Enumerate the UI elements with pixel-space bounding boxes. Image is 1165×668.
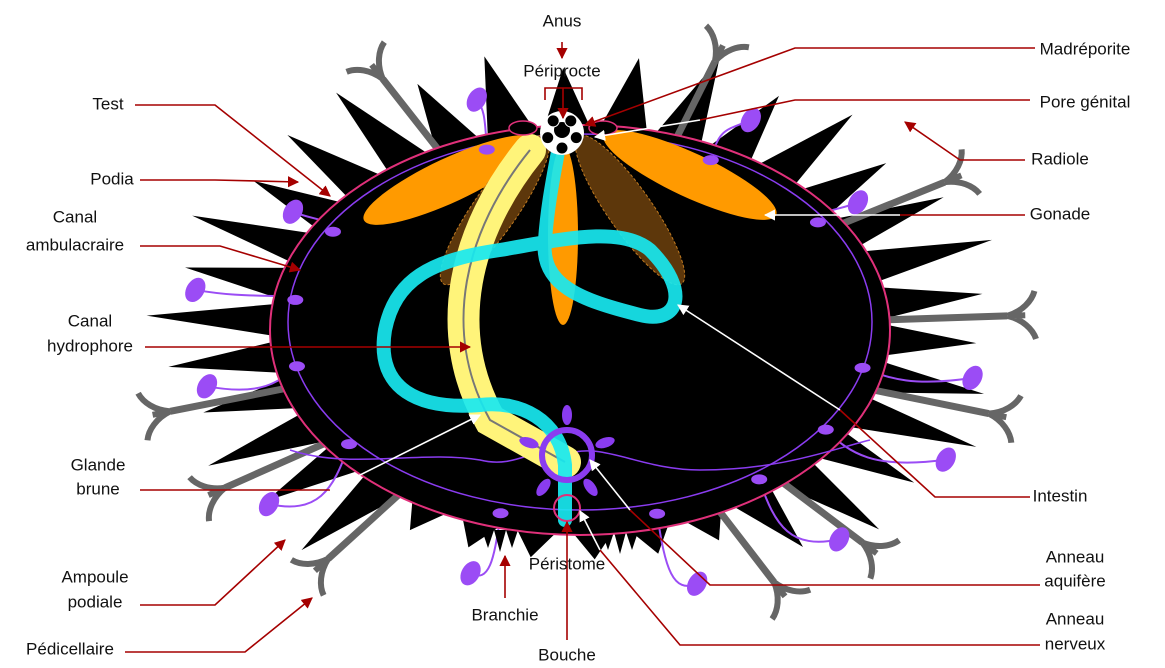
- diagram: Anus Périprocte Madréporite Pore génital Rad…: [0, 0, 1165, 668]
- ampoule-polienne: [562, 405, 572, 425]
- radiole: [147, 303, 289, 338]
- label: Intestin: [1033, 486, 1088, 505]
- podia-base: [751, 474, 767, 484]
- label: Pore génital: [1040, 92, 1131, 111]
- madreporite-plate: [565, 115, 577, 127]
- pedicellaire-fork: [848, 523, 899, 578]
- label: Canal: [53, 207, 97, 226]
- leader-line: [905, 122, 1025, 160]
- leader-line: [135, 105, 330, 196]
- pedicellaire: [718, 509, 810, 619]
- podia-base: [818, 425, 834, 435]
- leader-line: [600, 550, 1040, 645]
- label: Ampoule: [61, 567, 128, 586]
- madreporite-plate: [542, 132, 554, 144]
- podia-base: [325, 227, 341, 237]
- label: Radiole: [1031, 149, 1089, 168]
- podia-base: [855, 363, 871, 373]
- podia-base: [810, 217, 826, 227]
- label: Pédicellaire: [26, 639, 114, 658]
- label: Branchie: [471, 605, 538, 624]
- leader-line: [125, 598, 312, 652]
- podia-base: [703, 155, 719, 165]
- label: Test: [92, 94, 123, 113]
- leader-line: [585, 48, 1035, 125]
- podia-base: [479, 145, 495, 155]
- pedicellaire-fork: [984, 390, 1021, 443]
- podia-base: [289, 361, 305, 371]
- ampoule-podiale: [181, 274, 210, 306]
- label: Glande: [71, 455, 126, 474]
- label: Périprocte: [523, 61, 600, 80]
- madreporite-plate: [556, 142, 568, 154]
- pedicellaire: [138, 388, 289, 441]
- pedicellaire-fork: [1006, 291, 1036, 340]
- pedicellaire-fork: [138, 388, 175, 441]
- label: Madréporite: [1040, 39, 1131, 58]
- label: hydrophore: [47, 336, 133, 355]
- podia-base: [287, 295, 303, 305]
- madreporite-plate: [547, 115, 559, 127]
- label: brune: [76, 479, 119, 498]
- pedicellaire-fork: [190, 466, 235, 521]
- ampoule-podiale: [456, 558, 485, 590]
- label: Anneau: [1046, 547, 1105, 566]
- pedicellaire-fork: [347, 42, 402, 94]
- label: nerveux: [1045, 634, 1106, 653]
- label: Anus: [543, 11, 582, 30]
- madreporite-plate: [570, 132, 582, 144]
- leader-line: [140, 180, 298, 182]
- pedicellaire-fork: [755, 567, 810, 618]
- label: Podia: [90, 169, 134, 188]
- branchie: [602, 532, 638, 554]
- podia-base: [649, 509, 665, 519]
- label: Gonade: [1030, 204, 1091, 223]
- label: Canal: [68, 311, 112, 330]
- pedicellaire-fork: [693, 26, 748, 73]
- label: Bouche: [538, 645, 596, 664]
- leader-line: [140, 540, 285, 605]
- pore: [509, 121, 537, 135]
- label: ambulacraire: [26, 235, 124, 254]
- branchie: [482, 530, 518, 552]
- label: Péristome: [529, 554, 606, 573]
- podia-base: [341, 439, 357, 449]
- ampoule-podiale: [931, 444, 960, 476]
- pedicellaire-stalk: [883, 316, 1007, 320]
- podia-base: [493, 508, 509, 518]
- label: Anneau: [1046, 609, 1105, 628]
- pore: [589, 121, 617, 135]
- ampoule-podiale: [193, 371, 222, 403]
- label: podiale: [68, 592, 123, 611]
- label: aquifère: [1044, 571, 1105, 590]
